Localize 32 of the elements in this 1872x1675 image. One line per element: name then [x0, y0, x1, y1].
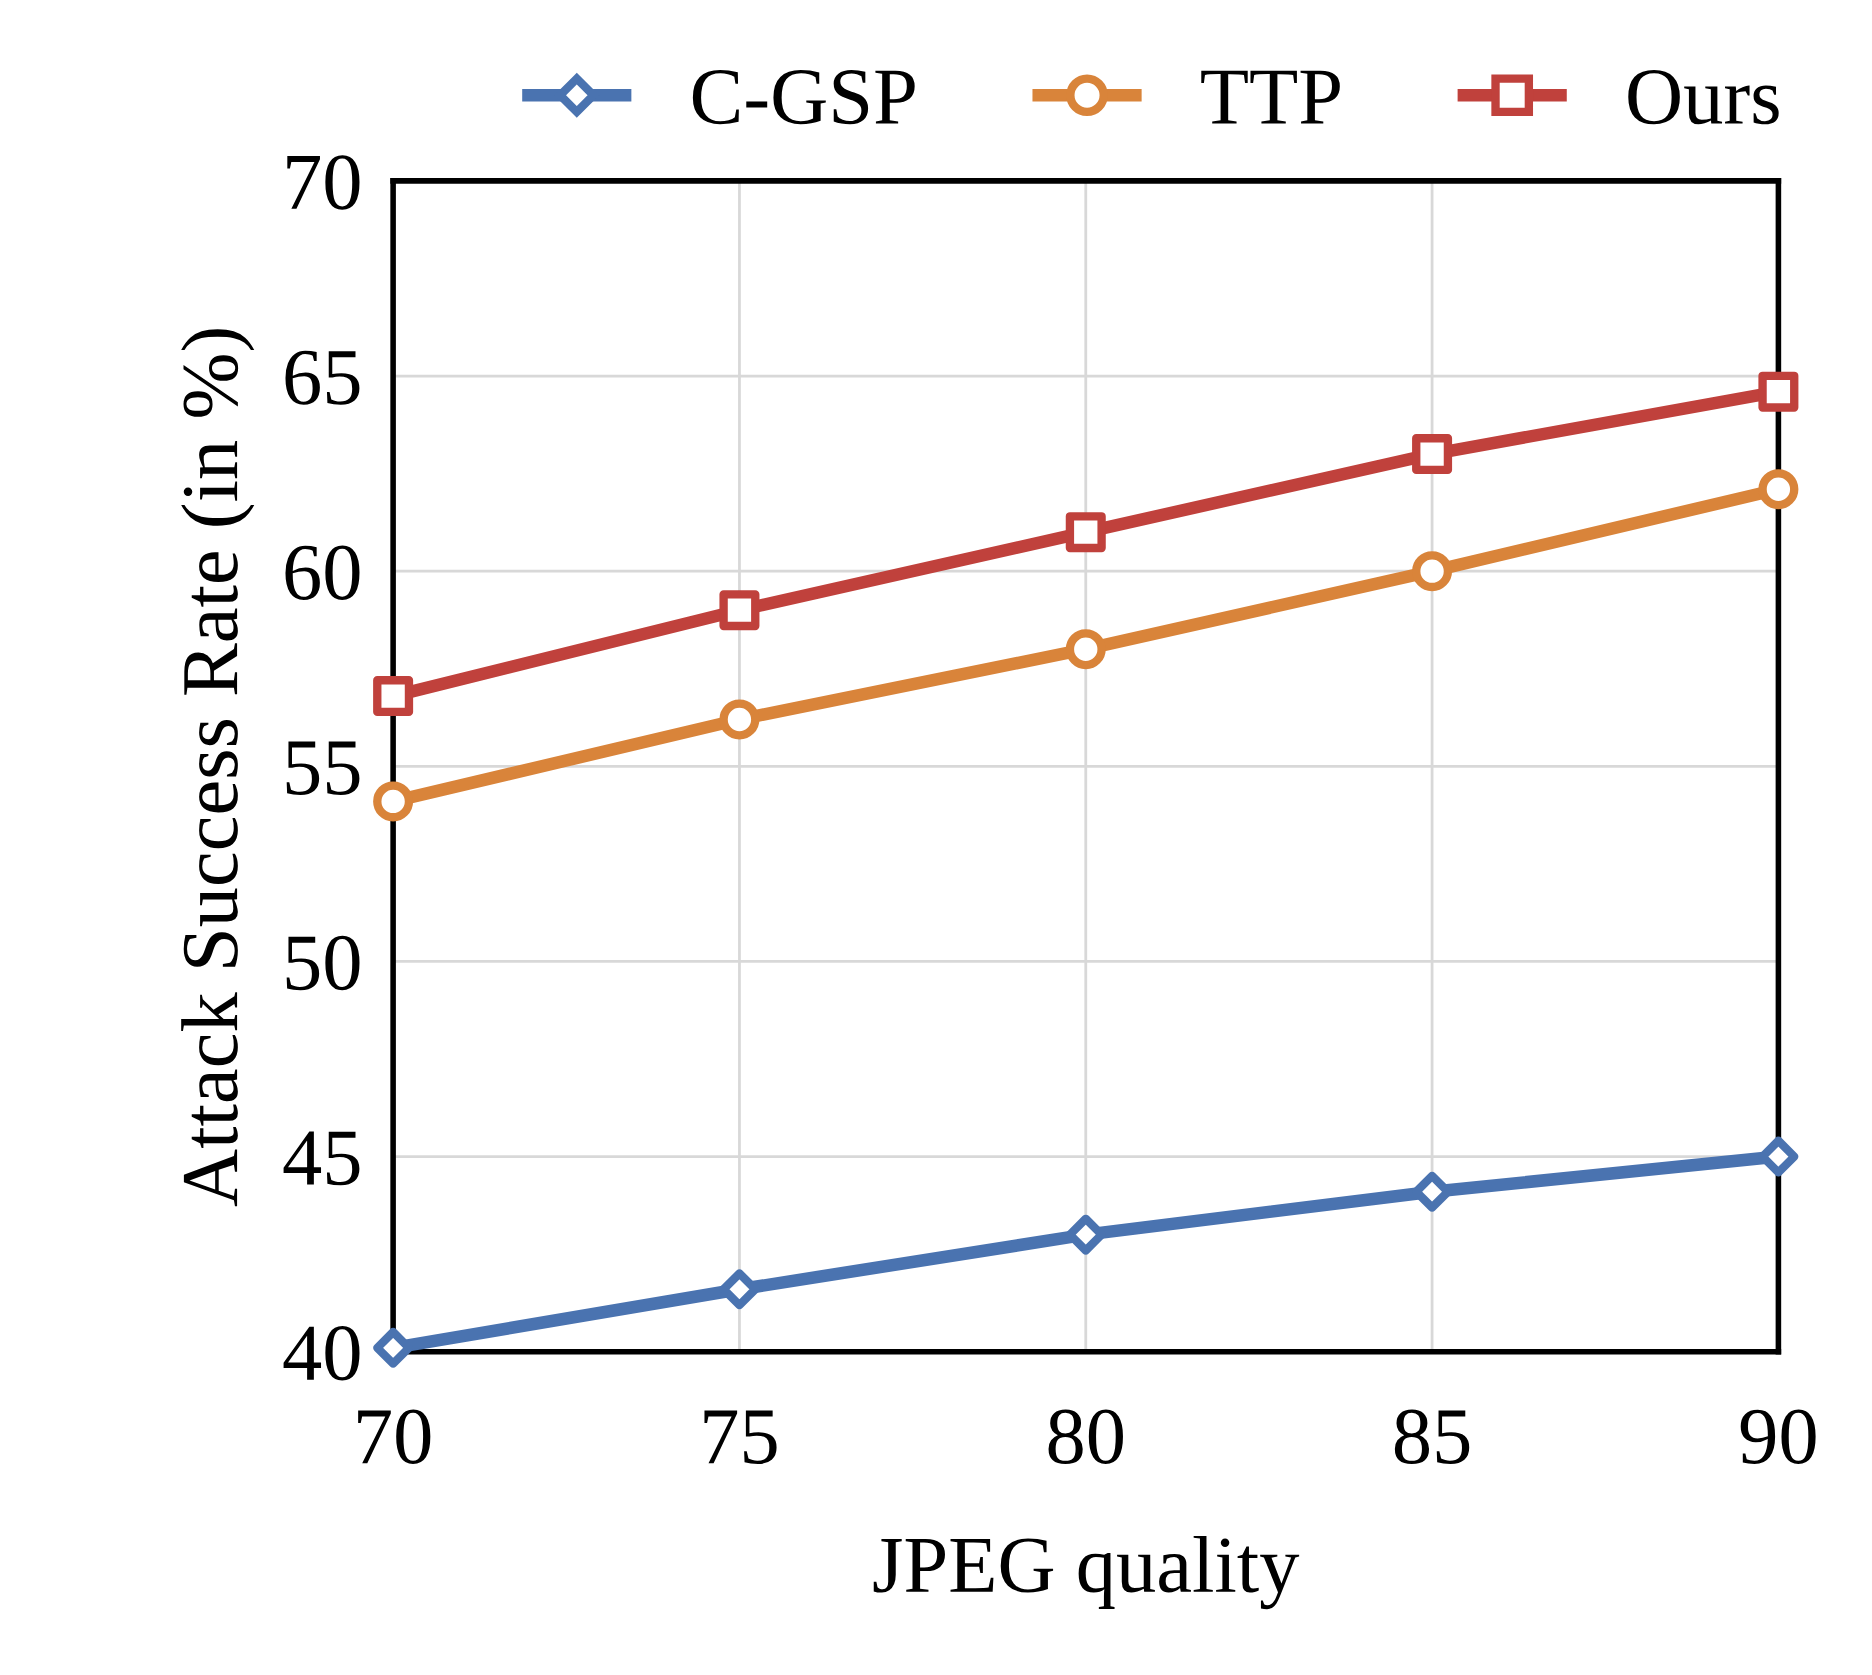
x-tick-label: 85: [1394, 1409, 1470, 1464]
legend-label: Ours: [1628, 70, 1779, 125]
point: [373, 781, 414, 822]
point: [1065, 1214, 1106, 1255]
y-tick-label: 60: [285, 545, 360, 600]
point: [1412, 551, 1453, 592]
y-tick-label: 65: [285, 350, 360, 405]
point: [373, 676, 414, 717]
legend-label: TTP: [1201, 70, 1340, 124]
point: [1758, 371, 1799, 412]
y-tick-label: 70: [287, 155, 360, 210]
point: [1412, 1171, 1453, 1212]
x-tick-label: 70: [358, 1409, 431, 1464]
point: [1065, 512, 1106, 553]
point: [1758, 1136, 1799, 1177]
y-tick-label: 45: [283, 1131, 360, 1186]
point: [719, 590, 760, 631]
legend-label: C-GSP: [692, 70, 915, 125]
y-tick-label: 50: [286, 935, 360, 991]
point: [1412, 434, 1453, 475]
point: [719, 1269, 760, 1310]
y-tick-label: 55: [286, 741, 360, 796]
x-tick-label: 75: [704, 1410, 777, 1464]
x-axis-title: JPEG quality: [873, 1535, 1300, 1610]
point: [1758, 469, 1799, 510]
x-tick-label: 90: [1740, 1409, 1816, 1464]
y-tick-label: 40: [283, 1326, 360, 1381]
point: [373, 1327, 414, 1368]
y-axis-title: Attack Success Rate (in %): [181, 329, 255, 1207]
x-tick-label: 80: [1048, 1409, 1123, 1464]
point: [719, 699, 760, 740]
point: [1065, 629, 1106, 670]
